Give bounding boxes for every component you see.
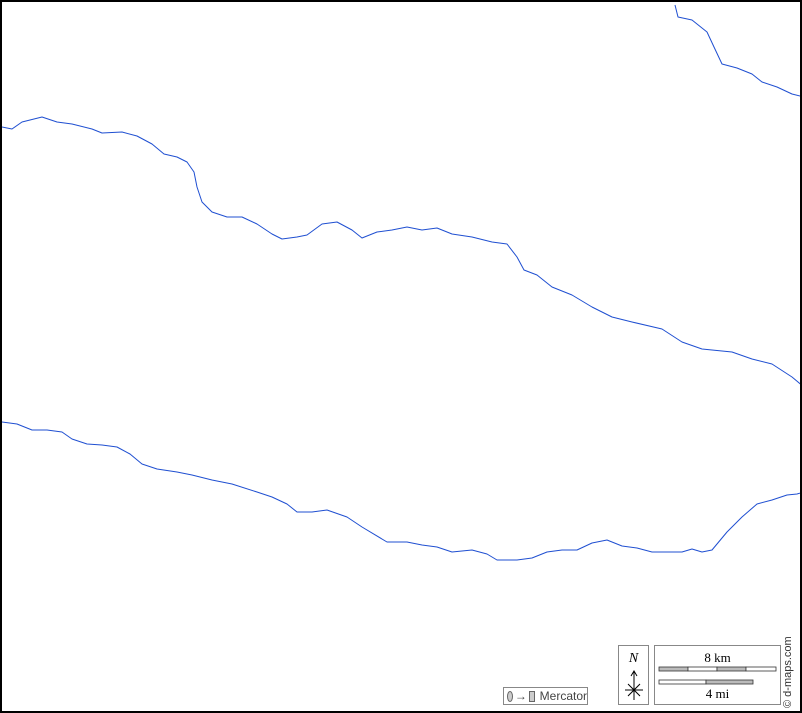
- scale-km-label: 8 km: [704, 650, 731, 665]
- arrow-icon: →: [514, 689, 527, 703]
- scale-bar: 8 km 4 mi: [654, 645, 781, 705]
- north-label: N: [628, 651, 639, 666]
- north-arrow: N: [618, 645, 649, 705]
- river-middle: [2, 116, 800, 385]
- river-south: [2, 421, 800, 561]
- scale-bars: [658, 666, 777, 685]
- credit-text: © d-maps.com: [782, 636, 794, 708]
- scale-mi-label: 4 mi: [705, 686, 730, 701]
- river-north: [674, 4, 800, 97]
- map-square-icon: [528, 690, 535, 702]
- projection-label: → Mercator: [503, 687, 588, 705]
- projection-text: Mercator: [539, 689, 587, 703]
- compass-icon: [625, 670, 643, 700]
- globe-circle-icon: [507, 690, 513, 702]
